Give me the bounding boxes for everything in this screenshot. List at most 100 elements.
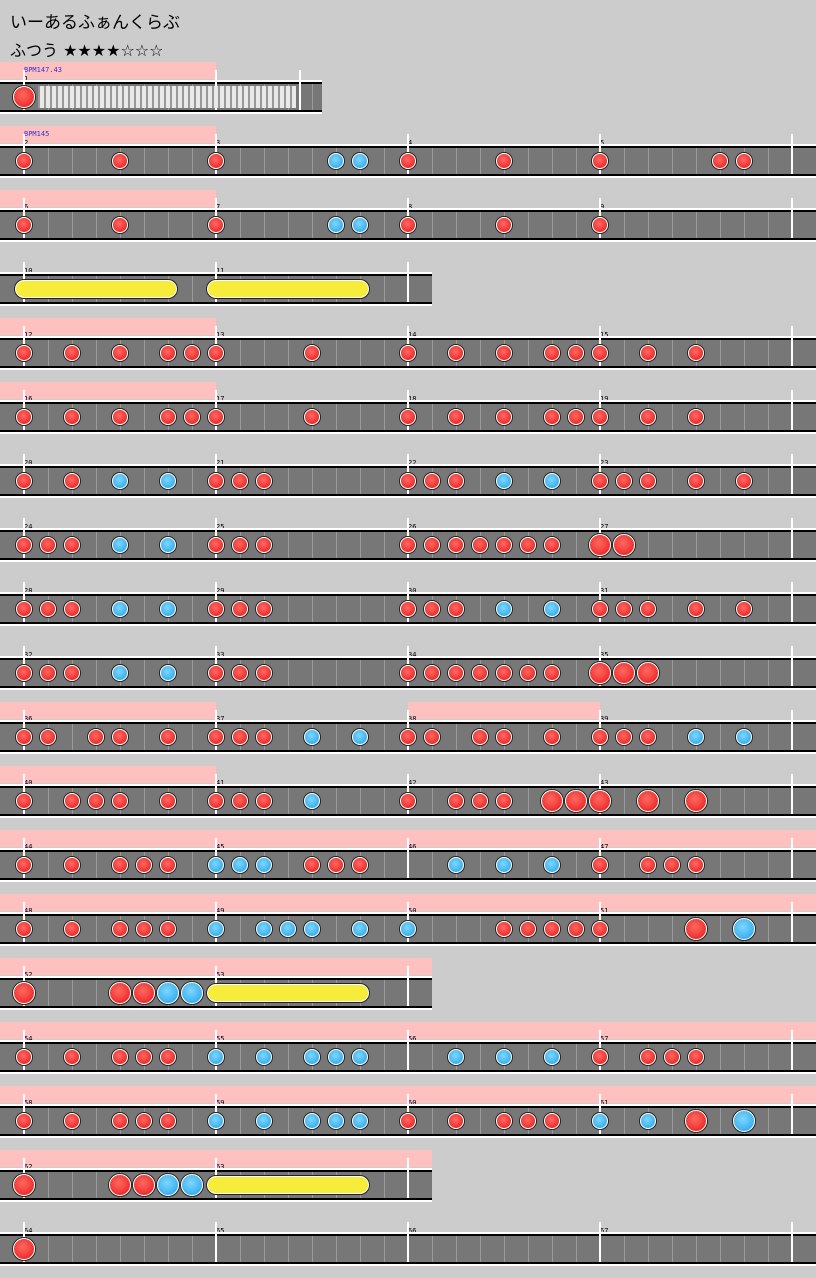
don-note (208, 601, 224, 617)
don-note (112, 345, 128, 361)
beat-tick (48, 212, 49, 238)
beat-tick (384, 404, 385, 430)
don-note (544, 665, 560, 681)
beat-tick (96, 852, 97, 878)
beat-tick (672, 212, 673, 238)
beat-tick (720, 532, 721, 558)
don-note (568, 345, 584, 361)
don-note (568, 409, 584, 425)
beat-tick (384, 724, 385, 750)
beat-tick (48, 468, 49, 494)
beat-tick (720, 916, 721, 942)
beat-tick (72, 980, 73, 1006)
don-note (16, 409, 32, 425)
ka-note (448, 1049, 464, 1065)
beat-tick (744, 852, 745, 878)
beat-tick (432, 404, 433, 430)
don-note (208, 793, 224, 809)
beat-tick (744, 660, 745, 686)
measure-number: 22 (408, 459, 417, 467)
don-note-big (637, 790, 659, 812)
beat-tick (480, 1108, 481, 1134)
measure-number: 51 (600, 907, 609, 915)
don-note (64, 473, 80, 489)
don-note (400, 345, 416, 361)
don-note (16, 665, 32, 681)
measure-number: 34 (408, 651, 417, 659)
beat-tick (336, 596, 337, 622)
beat-tick (576, 724, 577, 750)
beat-tick (144, 596, 145, 622)
measure-number: 30 (408, 587, 417, 595)
beat-tick (672, 404, 673, 430)
bpm-label: BPM145 (24, 130, 50, 138)
bar-line (407, 1222, 409, 1262)
beat-tick (384, 1044, 385, 1070)
beat-tick (624, 340, 625, 366)
ka-note (328, 1113, 344, 1129)
don-note (568, 921, 584, 937)
ka-note-big (181, 982, 203, 1004)
ka-note (232, 857, 248, 873)
measure-number: 25 (216, 523, 225, 531)
beat-tick (288, 340, 289, 366)
measure-number: 46 (408, 843, 417, 851)
don-note (424, 473, 440, 489)
beat-tick (384, 468, 385, 494)
don-note (40, 601, 56, 617)
beat-tick (72, 212, 73, 238)
measure-number: 65 (216, 1227, 225, 1235)
beat-tick (744, 1044, 745, 1070)
don-note (472, 537, 488, 553)
beat-tick (528, 1044, 529, 1070)
don-note (448, 537, 464, 553)
don-note (400, 601, 416, 617)
measure-number: 19 (600, 395, 609, 403)
beat-tick (240, 916, 241, 942)
don-note (64, 345, 80, 361)
don-note (256, 729, 272, 745)
don-note (496, 1113, 512, 1129)
beat-tick (48, 916, 49, 942)
don-note (400, 153, 416, 169)
gogo-highlight (0, 126, 216, 143)
bar-line (407, 966, 409, 1006)
note-lane (0, 198, 816, 242)
beat-tick (552, 212, 553, 238)
don-note-big (637, 662, 659, 684)
beat-tick (744, 1236, 745, 1262)
beat-tick (288, 852, 289, 878)
beat-tick (648, 916, 649, 942)
song-title: いーあるふぁんくらぶ (10, 13, 180, 33)
measure-number: 8 (408, 203, 413, 211)
don-note (16, 217, 32, 233)
beat-tick (672, 596, 673, 622)
chart-row: 32 33 34 35 (0, 638, 816, 702)
beat-tick (696, 148, 697, 174)
measure-number: 12 (24, 331, 33, 339)
don-note (592, 729, 608, 745)
ka-note (256, 1113, 272, 1129)
don-note-big (685, 790, 707, 812)
drumroll-note (15, 280, 177, 298)
don-note-big (589, 534, 611, 556)
beat-tick (96, 980, 97, 1006)
beat-tick (528, 596, 529, 622)
measure-number: 24 (24, 523, 33, 531)
note-lane (0, 1158, 432, 1202)
beat-tick (576, 532, 577, 558)
beat-tick (360, 788, 361, 814)
drumroll-note (207, 280, 369, 298)
measure-number: 57 (600, 1035, 609, 1043)
beat-tick (768, 340, 769, 366)
beat-tick (192, 532, 193, 558)
beat-tick (720, 1236, 721, 1262)
beat-tick (144, 468, 145, 494)
beat-tick (312, 84, 313, 110)
don-note (16, 857, 32, 873)
measure-number: 35 (600, 651, 609, 659)
don-note (112, 153, 128, 169)
beat-tick (384, 660, 385, 686)
bar-line (599, 1222, 601, 1262)
don-note (736, 601, 752, 617)
